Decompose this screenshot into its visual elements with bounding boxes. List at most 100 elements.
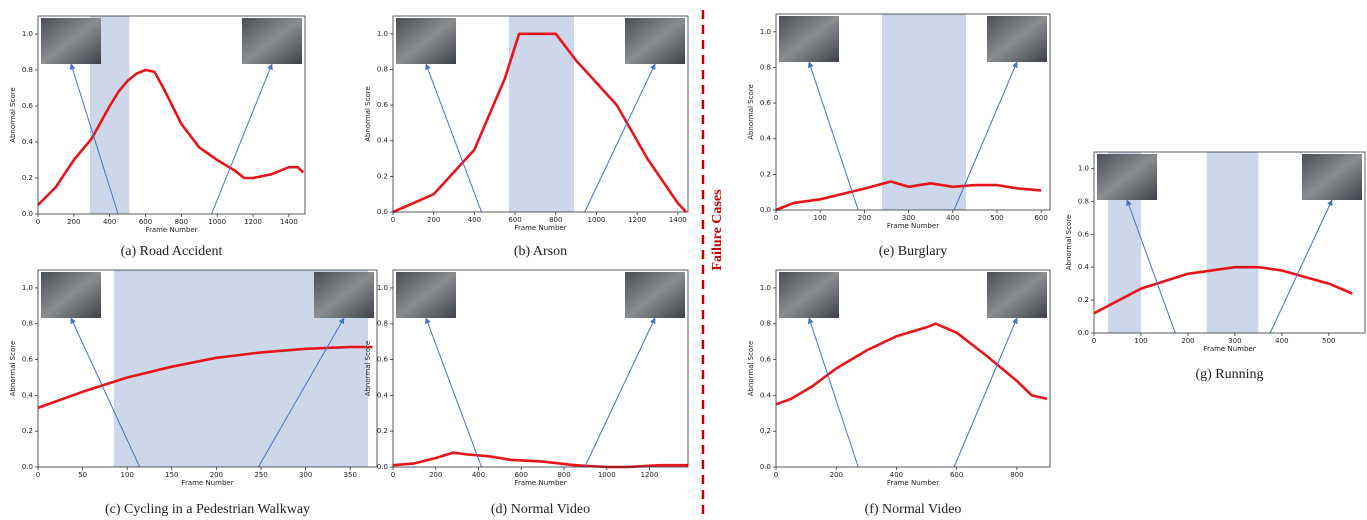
y-axis-label: Abnormal Score xyxy=(747,84,755,140)
x-tick-label: 0 xyxy=(1092,337,1096,345)
y-tick-label: 0.0 xyxy=(22,463,33,471)
thumbnail xyxy=(625,272,685,318)
y-tick-label: 1.0 xyxy=(760,28,771,36)
caption: (e) Burglary xyxy=(879,244,948,259)
y-tick-label: 0.4 xyxy=(760,391,772,399)
y-tick-label: 0.2 xyxy=(760,170,771,178)
x-tick-label: 600 xyxy=(950,471,963,479)
x-tick-label: 0 xyxy=(36,218,40,226)
highlight-region xyxy=(1207,152,1259,333)
x-axis-label: Frame Number xyxy=(181,479,233,487)
x-axis-label: Frame Number xyxy=(887,479,939,487)
y-tick-label: 0.0 xyxy=(760,206,771,214)
y-tick-label: 0.8 xyxy=(760,63,771,71)
x-tick-label: 250 xyxy=(254,471,267,479)
arrow xyxy=(426,64,482,212)
caption: (d) Normal Video xyxy=(491,502,590,517)
y-tick-label: 1.0 xyxy=(22,30,33,38)
arrow xyxy=(954,318,1017,467)
arrow xyxy=(585,318,655,467)
x-tick-label: 200 xyxy=(1181,337,1194,345)
x-tick-label: 400 xyxy=(890,471,903,479)
x-tick-label: 100 xyxy=(121,471,134,479)
y-tick-label: 0.2 xyxy=(760,427,771,435)
arrow xyxy=(212,64,272,214)
y-tick-label: 1.0 xyxy=(377,284,388,292)
y-tick-label: 0.4 xyxy=(760,135,772,143)
x-tick-label: 350 xyxy=(344,471,357,479)
y-tick-label: 0.0 xyxy=(22,210,33,218)
x-axis-label: Frame Number xyxy=(1203,345,1255,353)
thumbnail xyxy=(396,272,456,318)
x-tick-label: 800 xyxy=(1010,471,1023,479)
x-tick-label: 1200 xyxy=(244,218,262,226)
x-tick-label: 500 xyxy=(990,214,1003,222)
x-tick-label: 400 xyxy=(472,471,485,479)
y-tick-label: 1.0 xyxy=(1078,164,1089,172)
x-tick-label: 200 xyxy=(210,471,223,479)
thumbnail xyxy=(242,18,302,64)
y-axis-label: Abnormal Score xyxy=(9,87,17,143)
y-tick-label: 0.6 xyxy=(760,99,772,107)
highlight-region xyxy=(882,14,966,210)
y-tick-label: 0.0 xyxy=(760,463,771,471)
x-tick-label: 1400 xyxy=(280,218,298,226)
y-tick-label: 0.8 xyxy=(760,320,771,328)
x-tick-label: 300 xyxy=(1228,337,1241,345)
x-tick-label: 500 xyxy=(1322,337,1335,345)
y-tick-label: 0.0 xyxy=(377,208,388,216)
x-axis-label: Frame Number xyxy=(514,224,566,232)
x-tick-label: 600 xyxy=(508,216,521,224)
y-tick-label: 0.6 xyxy=(1078,230,1090,238)
thumbnail xyxy=(987,272,1047,318)
y-tick-label: 0.8 xyxy=(1078,197,1089,205)
arrow xyxy=(585,64,655,212)
x-tick-label: 200 xyxy=(429,471,442,479)
arrow xyxy=(426,318,482,467)
y-tick-label: 0.2 xyxy=(22,427,33,435)
x-axis-label: Frame Number xyxy=(887,222,939,230)
x-tick-label: 300 xyxy=(299,471,312,479)
y-tick-label: 0.2 xyxy=(1078,296,1089,304)
y-tick-label: 0.0 xyxy=(1078,329,1089,337)
x-tick-label: 150 xyxy=(165,471,178,479)
x-axis-label: Frame Number xyxy=(514,479,566,487)
y-tick-label: 0.6 xyxy=(22,102,34,110)
thumbnail xyxy=(625,18,685,64)
x-tick-label: 100 xyxy=(1134,337,1147,345)
y-tick-label: 0.6 xyxy=(377,101,389,109)
caption: (g) Running xyxy=(1195,367,1263,382)
caption: (b) Arson xyxy=(514,244,567,259)
y-axis-label: Abnormal Score xyxy=(1065,215,1073,271)
x-tick-label: 600 xyxy=(139,218,152,226)
x-tick-label: 1200 xyxy=(628,216,646,224)
x-tick-label: 50 xyxy=(78,471,87,479)
arrow xyxy=(809,62,858,210)
x-tick-label: 400 xyxy=(103,218,116,226)
x-tick-label: 0 xyxy=(36,471,40,479)
y-tick-label: 0.2 xyxy=(22,174,33,182)
x-tick-label: 200 xyxy=(427,216,440,224)
thumbnail xyxy=(1097,154,1157,200)
x-tick-label: 200 xyxy=(858,214,871,222)
x-tick-label: 400 xyxy=(468,216,481,224)
caption: (c) Cycling in a Pedestrian Walkway xyxy=(105,502,310,517)
thumbnail xyxy=(41,272,101,318)
y-tick-label: 0.4 xyxy=(22,138,34,146)
figure: Failure Cases 02004006008001000120014000… xyxy=(0,0,1367,520)
thumbnail xyxy=(779,16,839,62)
y-tick-label: 0.8 xyxy=(377,320,388,328)
caption: (a) Road Accident xyxy=(121,244,223,259)
thumbnail xyxy=(779,272,839,318)
divider-label: Failure Cases xyxy=(710,189,725,271)
score-line xyxy=(38,70,303,205)
y-tick-label: 0.0 xyxy=(377,463,388,471)
x-tick-label: 200 xyxy=(67,218,80,226)
x-tick-label: 800 xyxy=(175,218,188,226)
x-tick-label: 1000 xyxy=(598,471,616,479)
x-tick-label: 600 xyxy=(1034,214,1047,222)
x-tick-label: 0 xyxy=(391,471,395,479)
thumbnail xyxy=(396,18,456,64)
thumbnail xyxy=(41,18,101,64)
x-tick-label: 300 xyxy=(902,214,915,222)
